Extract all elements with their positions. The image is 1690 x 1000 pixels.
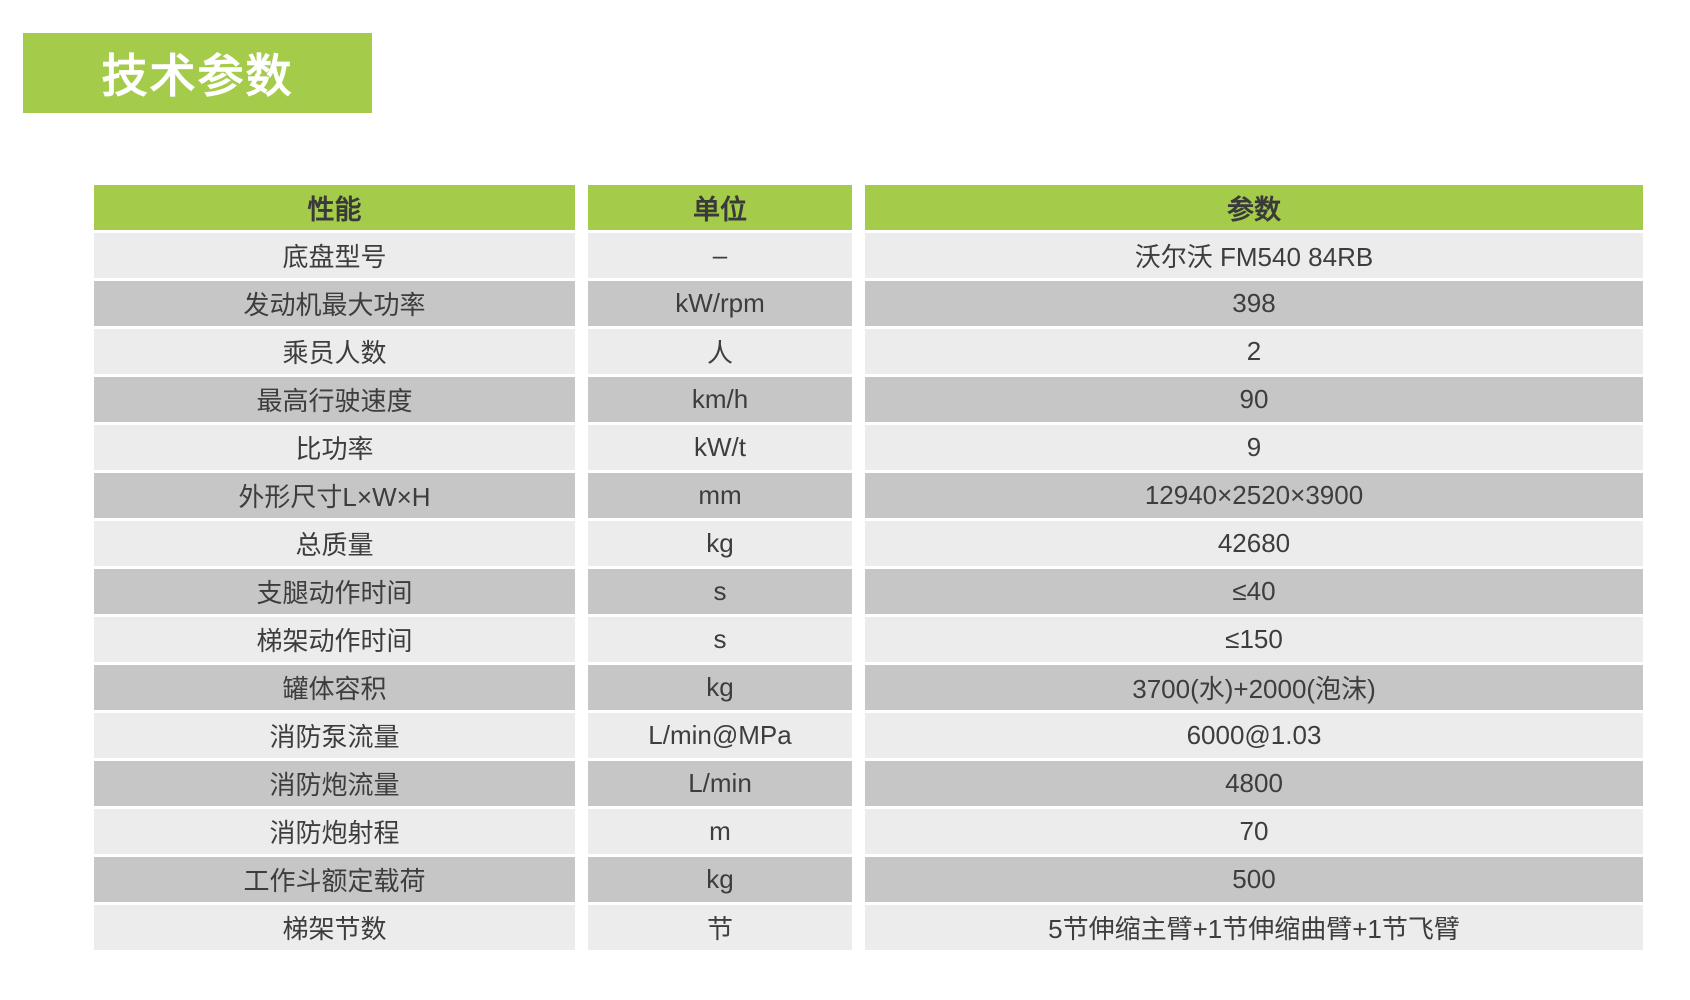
- spec-unit-cell: s: [588, 617, 852, 662]
- table-row: 乘员人数 人 2: [94, 329, 1643, 374]
- spec-value-cell: 4800: [865, 761, 1643, 806]
- spec-unit-cell: kg: [588, 521, 852, 566]
- spec-value-cell: 42680: [865, 521, 1643, 566]
- table-row: 发动机最大功率 kW/rpm 398: [94, 281, 1643, 326]
- section-title-badge: 技术参数: [23, 33, 372, 113]
- spec-name-cell: 底盘型号: [94, 233, 575, 278]
- spec-value-cell: ≤150: [865, 617, 1643, 662]
- spec-name-cell: 总质量: [94, 521, 575, 566]
- table-row: 工作斗额定载荷 kg 500: [94, 857, 1643, 902]
- spec-name-cell: 罐体容积: [94, 665, 575, 710]
- spec-name-cell: 消防炮流量: [94, 761, 575, 806]
- table-row: 外形尺寸L×W×H mm 12940×2520×3900: [94, 473, 1643, 518]
- spec-value-cell: 5节伸缩主臂+1节伸缩曲臂+1节飞臂: [865, 905, 1643, 950]
- column-header-parameter: 参数: [865, 185, 1643, 230]
- spec-unit-cell: m: [588, 809, 852, 854]
- spec-value-cell: 沃尔沃 FM540 84RB: [865, 233, 1643, 278]
- spec-unit-cell: kg: [588, 665, 852, 710]
- spec-name-cell: 消防泵流量: [94, 713, 575, 758]
- table-row: 罐体容积 kg 3700(水)+2000(泡沫): [94, 665, 1643, 710]
- spec-unit-cell: –: [588, 233, 852, 278]
- table-row: 梯架节数 节 5节伸缩主臂+1节伸缩曲臂+1节飞臂: [94, 905, 1643, 950]
- page-title: 技术参数: [101, 50, 294, 102]
- spec-value-cell: 12940×2520×3900: [865, 473, 1643, 518]
- table-header-row: 性能 单位 参数: [94, 185, 1643, 230]
- table-row: 消防炮射程 m 70: [94, 809, 1643, 854]
- spec-unit-cell: s: [588, 569, 852, 614]
- table-row: 消防炮流量 L/min 4800: [94, 761, 1643, 806]
- spec-unit-cell: kW/t: [588, 425, 852, 470]
- spec-name-cell: 消防炮射程: [94, 809, 575, 854]
- spec-value-cell: 9: [865, 425, 1643, 470]
- table-row: 梯架动作时间 s ≤150: [94, 617, 1643, 662]
- spec-name-cell: 梯架动作时间: [94, 617, 575, 662]
- table-row: 支腿动作时间 s ≤40: [94, 569, 1643, 614]
- table-row: 底盘型号 – 沃尔沃 FM540 84RB: [94, 233, 1643, 278]
- spec-name-cell: 工作斗额定载荷: [94, 857, 575, 902]
- spec-unit-cell: L/min: [588, 761, 852, 806]
- column-header-performance: 性能: [94, 185, 575, 230]
- spec-value-cell: 6000@1.03: [865, 713, 1643, 758]
- table-row: 消防泵流量 L/min@MPa 6000@1.03: [94, 713, 1643, 758]
- table-row: 最高行驶速度 km/h 90: [94, 377, 1643, 422]
- spec-value-cell: 500: [865, 857, 1643, 902]
- table-row: 总质量 kg 42680: [94, 521, 1643, 566]
- spec-name-cell: 外形尺寸L×W×H: [94, 473, 575, 518]
- spec-name-cell: 乘员人数: [94, 329, 575, 374]
- spec-table: 性能 单位 参数 底盘型号 – 沃尔沃 FM540 84RB 发动机最大功率 k…: [94, 185, 1643, 953]
- spec-name-cell: 最高行驶速度: [94, 377, 575, 422]
- spec-table-body: 底盘型号 – 沃尔沃 FM540 84RB 发动机最大功率 kW/rpm 398…: [94, 233, 1643, 950]
- spec-unit-cell: kW/rpm: [588, 281, 852, 326]
- spec-unit-cell: 人: [588, 329, 852, 374]
- spec-unit-cell: km/h: [588, 377, 852, 422]
- spec-unit-cell: kg: [588, 857, 852, 902]
- spec-name-cell: 梯架节数: [94, 905, 575, 950]
- spec-unit-cell: mm: [588, 473, 852, 518]
- spec-name-cell: 支腿动作时间: [94, 569, 575, 614]
- spec-unit-cell: 节: [588, 905, 852, 950]
- spec-name-cell: 发动机最大功率: [94, 281, 575, 326]
- spec-value-cell: 70: [865, 809, 1643, 854]
- spec-name-cell: 比功率: [94, 425, 575, 470]
- spec-unit-cell: L/min@MPa: [588, 713, 852, 758]
- spec-value-cell: 2: [865, 329, 1643, 374]
- spec-value-cell: 3700(水)+2000(泡沫): [865, 665, 1643, 710]
- spec-value-cell: ≤40: [865, 569, 1643, 614]
- spec-value-cell: 90: [865, 377, 1643, 422]
- column-header-unit: 单位: [588, 185, 852, 230]
- spec-value-cell: 398: [865, 281, 1643, 326]
- table-row: 比功率 kW/t 9: [94, 425, 1643, 470]
